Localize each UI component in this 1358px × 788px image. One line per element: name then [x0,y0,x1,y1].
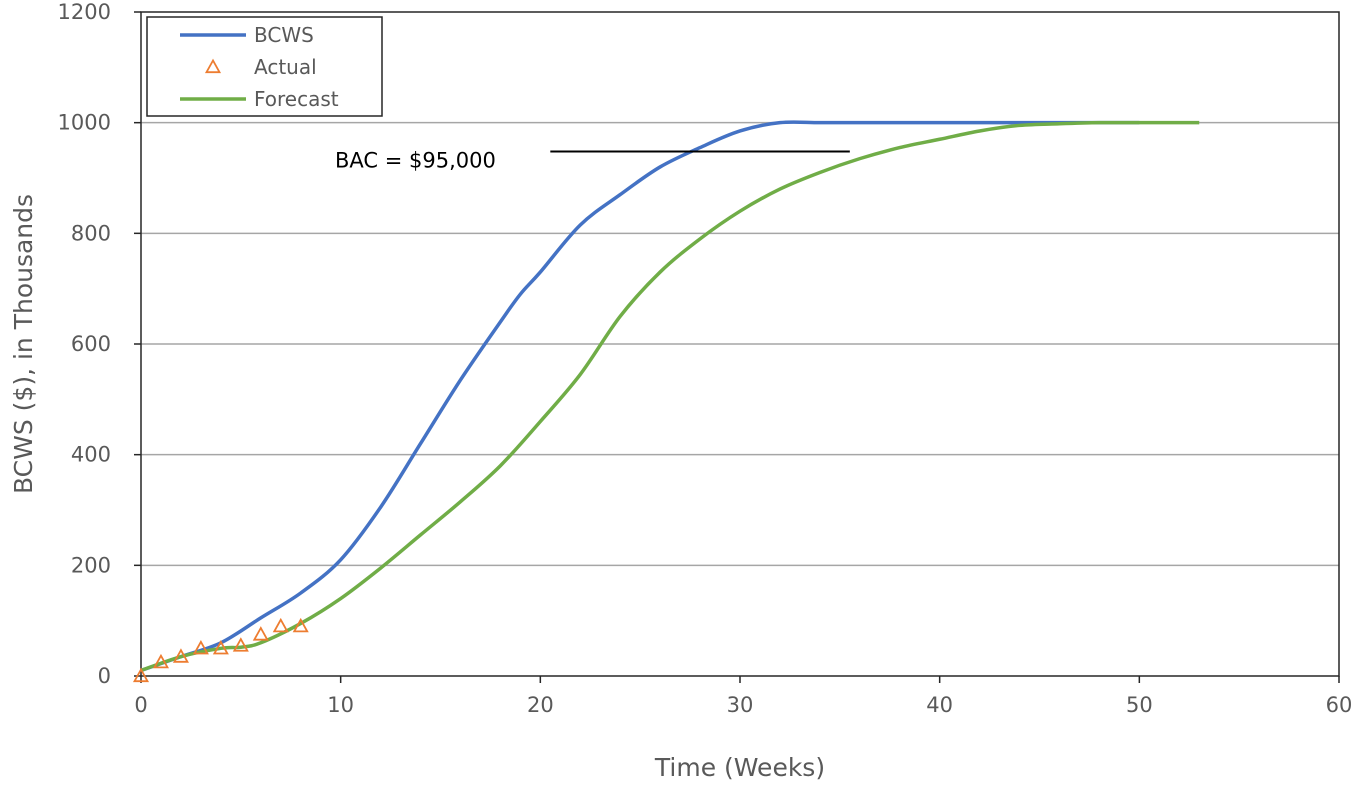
actual-point [172,648,189,663]
actual-point [132,667,150,683]
y-tick-label: 800 [71,221,111,245]
y-tick-label: 1200 [58,0,111,24]
x-tick-label: 0 [134,693,147,717]
x-tick-label: 60 [1326,693,1353,717]
actual-point [292,617,309,633]
x-axis-title: Time (Weeks) [654,753,825,782]
axis-ticks: 0 200 400 600 800 1000 1200 0 10 20 30 40 50 60 [58,0,1353,717]
legend-label-bcws: BCWS [254,23,314,47]
y-tick-label: 0 [98,664,111,688]
x-tick-label: 50 [1126,693,1153,717]
legend-label-forecast: Forecast [254,87,339,111]
y-tick-label: 400 [71,443,111,467]
actual-point [192,639,209,655]
actual-point [212,639,229,655]
legend: BCWS Actual Forecast [146,16,383,117]
series-layer [132,120,1200,683]
y-tick-label: 200 [71,553,111,577]
y-axis-title: BCWS ($), in Thousands [9,194,38,494]
actual-point [152,653,169,669]
y-tick-label: 1000 [58,111,111,135]
x-tick-label: 40 [926,693,953,717]
series-forecast-line [140,120,1200,673]
actual-point [272,617,289,633]
x-tick-label: 20 [527,693,554,717]
y-tick-label: 600 [71,332,111,356]
actual-point [252,626,269,641]
gridlines [141,121,1339,567]
x-tick-label: 10 [327,693,354,717]
legend-label-actual: Actual [254,55,317,79]
actual-point [232,637,249,652]
series-bcws-line [140,120,1140,673]
x-tick-label: 30 [727,693,754,717]
legend-swatch-actual [204,58,222,74]
bac-annotation-label: BAC = $95,000 [335,148,496,172]
annotation: BAC = $95,000 [335,148,850,172]
